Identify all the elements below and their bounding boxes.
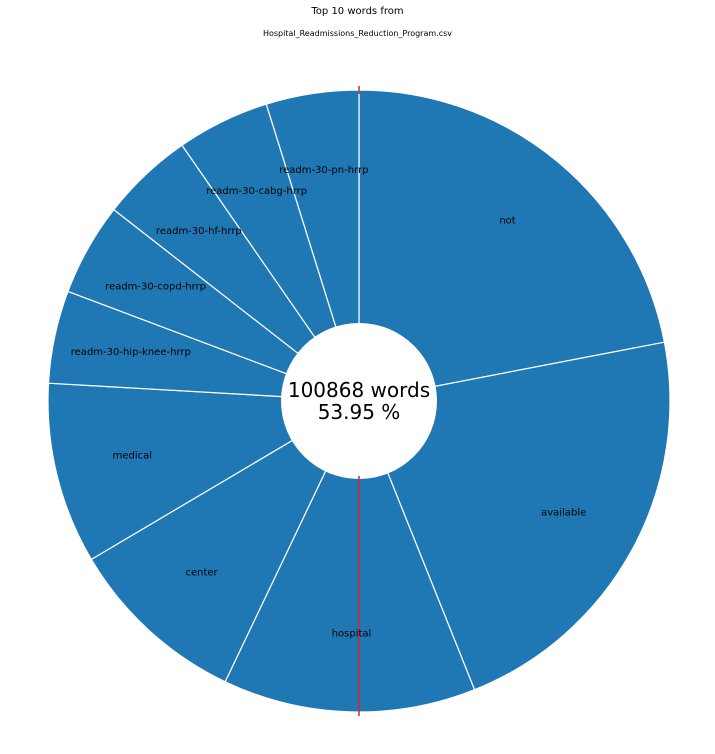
slice-label-readm-30-copd-hrrp: readm-30-copd-hrrp [105, 281, 206, 292]
pie-slice-medical [47, 382, 361, 561]
slice-label-center: center [186, 568, 219, 579]
slice-label-available: available [541, 507, 586, 518]
chart-title: Top 10 words from [311, 6, 404, 17]
slice-label-not: not [499, 216, 515, 227]
slice-label-readm-30-pn-hrrp: readm-30-pn-hrrp [279, 165, 368, 176]
center-total-label: 100868 words [288, 378, 430, 402]
slice-label-readm-30-cabg-hrrp: readm-30-cabg-hrrp [206, 186, 307, 197]
pie-slice-center [90, 399, 361, 683]
pie-slice-available [358, 341, 671, 691]
pie-slice-not [358, 89, 666, 402]
slice-labels-group: not available hospital center medical readm-3… [71, 165, 586, 640]
slice-label-medical: medical [113, 451, 152, 462]
slice-label-hospital: hospital [332, 629, 372, 640]
center-percent-label: 53.95 % [318, 400, 401, 424]
slice-label-readm-30-hip-knee-hrrp: readm-30-hip-knee-hrrp [71, 347, 191, 358]
chart-subtitle: Hospital_Readmissions_Reduction_Program.… [262, 29, 453, 38]
slice-label-readm-30-hf-hrrp: readm-30-hf-hrrp [156, 226, 242, 237]
slices-group [47, 89, 671, 713]
pie-slice-hospital [224, 399, 476, 713]
donut-hole [281, 323, 437, 479]
